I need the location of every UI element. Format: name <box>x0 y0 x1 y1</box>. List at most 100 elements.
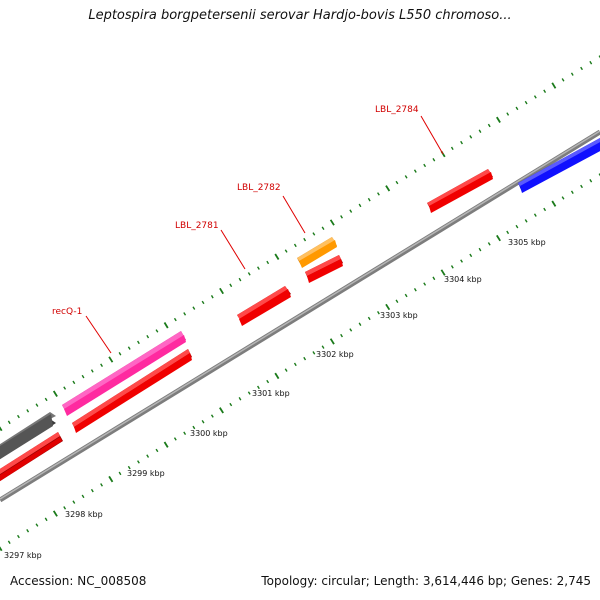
inner-tick <box>329 338 335 345</box>
outer-tick-track <box>0 55 600 432</box>
inner-tick <box>561 196 565 200</box>
inner-tick <box>52 510 58 517</box>
label-line-LBL_2781 <box>220 229 246 270</box>
inner-tick <box>137 460 140 464</box>
gene-red-long[interactable] <box>72 349 192 433</box>
outer-tick <box>413 169 417 173</box>
scale-label-3301: 3301 kbp <box>252 389 290 398</box>
inner-tick <box>423 282 427 286</box>
outer-tick <box>395 180 399 185</box>
inner-tick <box>469 253 473 258</box>
inner-tick <box>543 207 547 212</box>
outer-tick <box>118 352 122 356</box>
outer-tick <box>340 215 343 219</box>
outer-tick <box>173 317 177 322</box>
gene-red-small[interactable] <box>305 255 343 283</box>
outer-tick <box>524 100 528 105</box>
outer-tick <box>0 426 3 432</box>
label-LBL_2781[interactable]: LBL_2781 <box>175 221 219 231</box>
inner-tick <box>229 402 233 407</box>
outer-tick <box>589 60 593 65</box>
gene-grey[interactable] <box>0 412 56 463</box>
label-LBL_2782[interactable]: LBL_2782 <box>237 183 281 193</box>
scale-label-3298: 3298 kbp <box>65 510 103 519</box>
inner-tick <box>63 506 67 510</box>
outer-tick <box>293 243 297 248</box>
scale-label-3305: 3305 kbp <box>508 238 546 247</box>
inner-tick <box>312 351 316 355</box>
inner-tick <box>173 437 177 441</box>
outer-tick <box>81 374 85 379</box>
outer-tick <box>423 163 427 168</box>
outer-tick <box>460 140 463 145</box>
inner-tick <box>524 219 528 223</box>
outer-tick <box>26 409 30 413</box>
inner-tick <box>589 179 593 183</box>
scale-label-3304: 3304 kbp <box>444 275 482 284</box>
inner-tick <box>26 529 30 533</box>
outer-tick <box>183 312 187 316</box>
outer-tick <box>90 369 94 373</box>
inner-tick <box>266 379 270 384</box>
label-recQ-1[interactable]: recQ-1 <box>52 307 82 317</box>
inner-tick <box>90 488 94 493</box>
outer-tick <box>17 414 20 419</box>
outer-tick <box>303 237 307 242</box>
outer-tick <box>312 232 316 236</box>
inner-tick <box>321 345 325 349</box>
inner-tick <box>238 397 242 401</box>
outer-tick <box>329 219 335 226</box>
gene-LBL_2782[interactable] <box>297 237 337 268</box>
outer-tick <box>580 66 583 71</box>
outer-tick <box>266 260 270 265</box>
scale-label-3297: 3297 kbp <box>4 551 42 560</box>
gene-features <box>0 138 600 485</box>
outer-tick <box>210 295 214 299</box>
inner-tick <box>533 213 537 217</box>
inner-tick <box>570 190 574 194</box>
scale-label-3300: 3300 kbp <box>190 429 228 438</box>
label-line-LBL_2782 <box>282 195 306 234</box>
topology-summary: Topology: circular; Length: 3,614,446 bp… <box>261 574 591 588</box>
gene-LBL_2781[interactable] <box>237 286 291 326</box>
outer-tick <box>496 116 501 123</box>
label-LBL_2784[interactable]: LBL_2784 <box>375 105 419 115</box>
outer-tick <box>192 306 196 310</box>
inner-tick <box>377 311 380 315</box>
outer-tick <box>7 420 11 425</box>
inner-tick <box>163 441 169 448</box>
inner-tick <box>340 333 343 338</box>
gene-blue[interactable] <box>518 138 600 193</box>
inner-tick <box>506 230 510 235</box>
outer-tick <box>284 249 288 253</box>
inner-tick <box>515 224 519 229</box>
gene-LBL_2784[interactable] <box>427 169 493 213</box>
outer-tick <box>367 197 371 202</box>
inner-tick <box>551 200 557 207</box>
inner-tick <box>496 234 501 242</box>
inner-tick <box>44 517 48 522</box>
inner-tick <box>450 265 454 269</box>
outer-tick <box>146 334 150 339</box>
inner-tick <box>293 362 297 367</box>
gene-recQ-1[interactable] <box>62 331 186 416</box>
outer-tick <box>450 146 454 151</box>
inner-tick <box>580 184 583 189</box>
inner-tick <box>432 276 436 281</box>
outer-tick <box>137 340 140 345</box>
inner-tick <box>219 407 224 414</box>
inner-tick <box>404 293 408 298</box>
scale-label-3299: 3299 kbp <box>127 469 165 478</box>
outer-tick <box>469 135 473 139</box>
outer-tick <box>100 363 103 367</box>
outer-tick <box>349 209 353 213</box>
gene-red-left[interactable] <box>0 432 63 485</box>
inner-tick <box>118 471 122 476</box>
inner-tick <box>284 368 288 372</box>
inner-tick <box>440 269 446 276</box>
inner-tick <box>367 316 371 321</box>
inner-tick <box>183 431 187 435</box>
inner-tick <box>108 475 114 483</box>
inner-tick <box>478 247 482 252</box>
